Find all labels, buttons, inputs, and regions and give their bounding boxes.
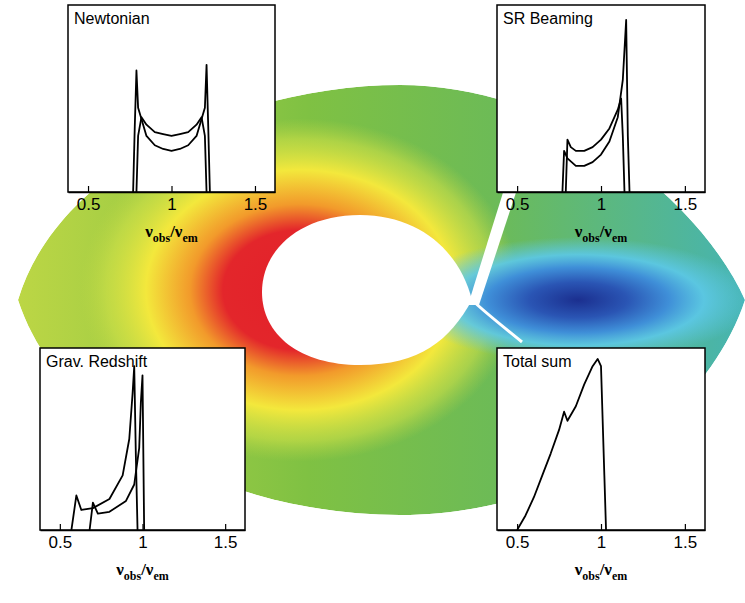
- lines: [133, 65, 210, 192]
- tick-label: 1.5: [214, 533, 238, 552]
- tick: 0.5: [77, 186, 101, 214]
- plot-frame: [497, 348, 705, 530]
- tick-mark: [255, 186, 256, 192]
- tick: 1: [597, 524, 606, 552]
- tick-mark: [88, 186, 89, 192]
- panel: 0.5 1 1.5 Newtonian νobs/νem: [68, 5, 276, 245]
- plot-frame: [40, 348, 245, 530]
- x-axis: 0.5 1 1.5: [498, 524, 706, 552]
- tick-label: 0.5: [506, 195, 530, 214]
- tick-mark: [171, 186, 172, 192]
- x-axis: 0.5 1 1.5: [41, 524, 246, 552]
- tick: 1: [138, 524, 147, 552]
- tick-label: 1.5: [244, 195, 268, 214]
- panel-title: SR Beaming: [503, 10, 593, 27]
- tick: 1: [597, 186, 606, 214]
- axis-title: νobs/νem: [574, 560, 628, 583]
- tick-label: 1.5: [674, 533, 698, 552]
- tick: 1.5: [674, 186, 698, 214]
- tick-mark: [60, 524, 61, 530]
- tick: 1.5: [674, 524, 698, 552]
- tick: 1: [167, 186, 176, 214]
- disk: [0, 0, 745, 603]
- line-profile: [566, 99, 625, 193]
- tick-mark: [601, 524, 602, 530]
- panel-title: Newtonian: [74, 10, 150, 27]
- tick-mark: [517, 186, 518, 192]
- plot-frame: [68, 5, 275, 192]
- disk-gap-curve: [472, 300, 522, 342]
- panel-title: Grav. Redshift: [46, 353, 148, 370]
- axis-title: νobs/νem: [144, 222, 198, 245]
- tick: 1.5: [244, 186, 268, 214]
- tick-label: 1: [167, 195, 176, 214]
- tick-label: 1.5: [674, 195, 698, 214]
- x-axis: 0.5 1 1.5: [498, 186, 706, 214]
- tick: 1.5: [214, 524, 238, 552]
- panel-title: Total sum: [503, 353, 571, 370]
- tick-mark: [225, 524, 226, 530]
- x-axis: 0.5 1 1.5: [69, 186, 276, 214]
- tick: 0.5: [49, 524, 73, 552]
- axis-title: νobs/νem: [115, 560, 169, 583]
- tick-mark: [142, 524, 143, 530]
- figure: 0.5 1 1.5 Newtonian νobs/νem 0.5 1 1.5 SR Beamin…: [0, 0, 745, 603]
- tick: 0.5: [506, 186, 530, 214]
- lines: [71, 366, 144, 530]
- panel: 0.5 1 1.5 SR Beaming νobs/νem: [497, 5, 706, 245]
- tick-mark: [685, 524, 686, 530]
- line-profile: [517, 359, 606, 530]
- tick-label: 0.5: [49, 533, 73, 552]
- lines: [517, 359, 606, 530]
- disk-red-region: [0, 0, 745, 603]
- disk-blue-region: [0, 0, 745, 603]
- line-profile: [71, 366, 137, 530]
- axis-title: νobs/νem: [574, 222, 628, 245]
- tick-label: 1: [138, 533, 147, 552]
- plot-frame: [497, 5, 705, 192]
- tick-mark: [601, 186, 602, 192]
- lines: [562, 20, 629, 192]
- line-profile: [133, 65, 210, 192]
- line-profile: [562, 20, 629, 192]
- tick: 0.5: [506, 524, 530, 552]
- tick-label: 0.5: [77, 195, 101, 214]
- panel: 0.5 1 1.5 Grav. Redshift νobs/νem: [40, 348, 246, 583]
- tick-mark: [685, 186, 686, 192]
- disk-hole: [262, 215, 472, 365]
- tick-label: 1: [597, 195, 606, 214]
- line-profile: [136, 117, 206, 192]
- tick-mark: [517, 524, 518, 530]
- panel: 0.5 1 1.5 Total sum νobs/νem: [497, 348, 706, 583]
- tick-label: 0.5: [506, 533, 530, 552]
- tick-label: 1: [597, 533, 606, 552]
- line-profile: [90, 375, 145, 530]
